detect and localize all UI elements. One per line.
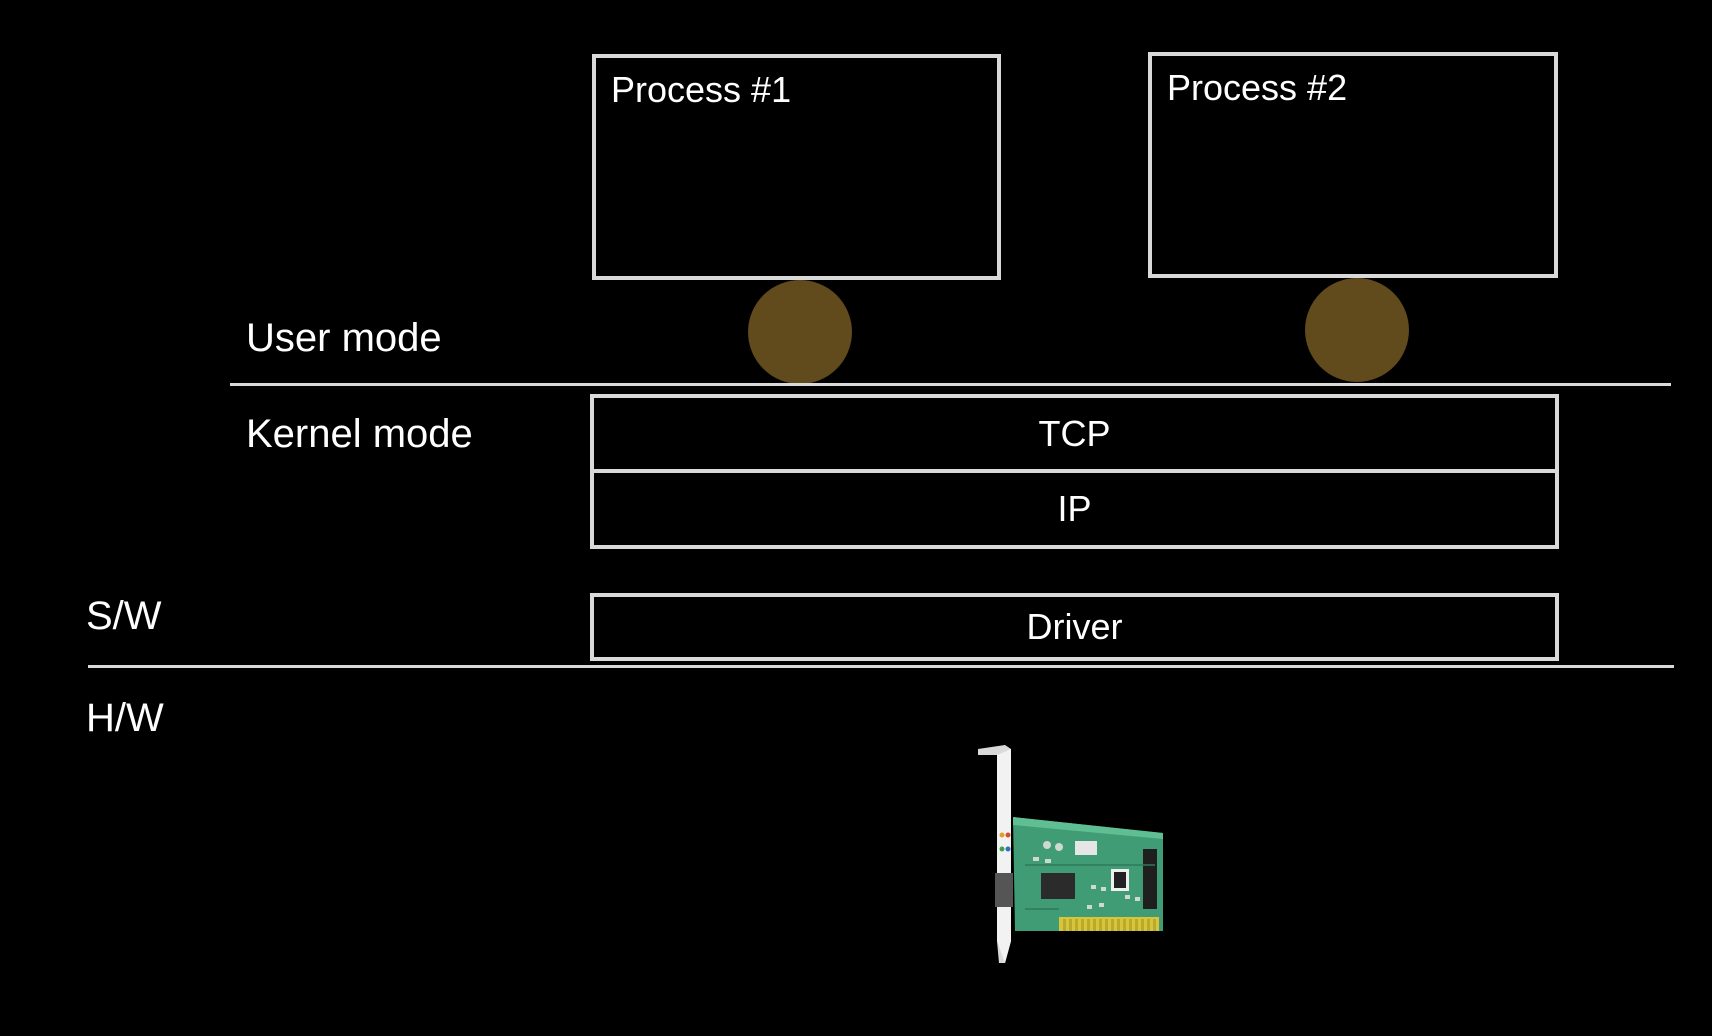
tcp-layer: TCP	[590, 394, 1559, 473]
kernel-mode-label: Kernel mode	[246, 412, 473, 456]
process-2-box	[1148, 52, 1558, 278]
software-hardware-divider	[88, 665, 1674, 668]
user-mode-label: User mode	[246, 316, 442, 360]
process-1-title: Process #1	[611, 69, 792, 110]
socket-2-icon	[1305, 278, 1409, 382]
process-1-box	[592, 54, 1001, 280]
process-2-title: Process #2	[1167, 67, 1348, 108]
user-kernel-divider	[230, 383, 1671, 386]
software-label: S/W	[86, 594, 162, 638]
ip-layer: IP	[590, 469, 1559, 549]
network-interface-card-icon	[978, 745, 1163, 963]
socket-1-icon	[748, 280, 852, 384]
driver-layer: Driver	[590, 593, 1559, 661]
hardware-label: H/W	[86, 696, 164, 740]
